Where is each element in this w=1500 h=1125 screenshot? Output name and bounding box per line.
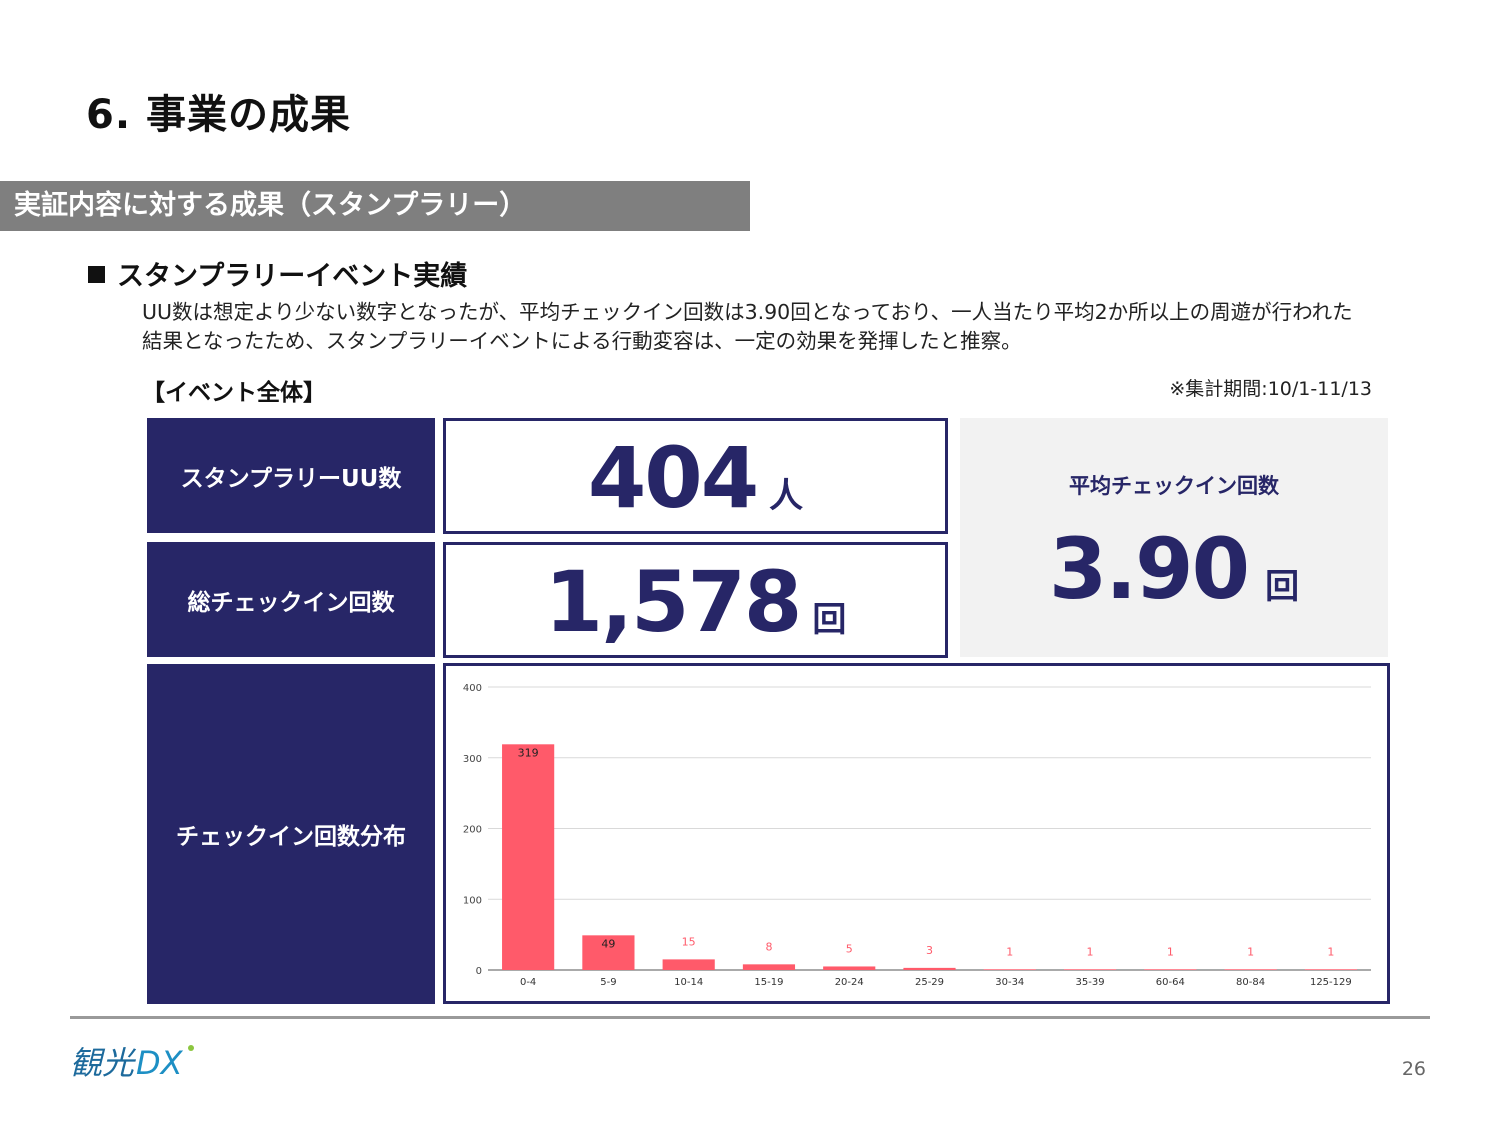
x-tick-label: 5-9 xyxy=(600,977,616,988)
data-label: 1 xyxy=(1327,945,1334,958)
uu-value-box: 404 人 xyxy=(443,418,948,534)
x-tick-label: 80-84 xyxy=(1236,977,1265,988)
page-number: 26 xyxy=(1401,1058,1426,1080)
bar xyxy=(1304,969,1357,970)
data-label: 15 xyxy=(682,935,696,948)
uu-label: スタンプラリーUU数 xyxy=(147,418,435,533)
y-tick-label: 300 xyxy=(463,754,482,765)
y-tick-label: 200 xyxy=(463,825,482,836)
x-tick-label: 10-14 xyxy=(674,977,703,988)
footer-divider xyxy=(70,1016,1430,1019)
x-tick-label: 20-24 xyxy=(835,977,864,988)
bar xyxy=(1144,969,1197,970)
bar xyxy=(823,966,876,970)
description-text: UU数は想定より少ない数字となったが、平均チェックイン回数は3.90回となってお… xyxy=(142,300,1353,353)
bar xyxy=(502,744,555,970)
subheading-text: スタンプラリーイベント実績 xyxy=(117,261,468,292)
average-unit: 回 xyxy=(1265,567,1300,607)
square-bullet-icon xyxy=(88,266,105,283)
event-label: 【イベント全体】 xyxy=(142,380,326,406)
x-tick-label: 35-39 xyxy=(1076,977,1105,988)
x-tick-label: 60-64 xyxy=(1156,977,1185,988)
x-tick-label: 125-129 xyxy=(1310,977,1352,988)
uu-value: 404 xyxy=(587,429,759,527)
subheading: スタンプラリーイベント実績 xyxy=(88,254,467,293)
data-label: 1 xyxy=(1167,945,1174,958)
data-label: 1 xyxy=(1247,945,1254,958)
average-label: 平均チェックイン回数 xyxy=(1069,474,1279,498)
x-tick-label: 0-4 xyxy=(520,977,536,988)
bar xyxy=(1063,969,1117,970)
kanko-dx-logo: 観光 DX xyxy=(70,1040,200,1088)
checkins-value: 1,578 xyxy=(544,553,803,651)
bar xyxy=(1224,969,1277,970)
svg-text:観光: 観光 xyxy=(70,1044,137,1082)
y-tick-label: 0 xyxy=(476,966,482,977)
uu-unit: 人 xyxy=(769,476,804,516)
bar xyxy=(742,964,796,970)
logo-icon: 観光 DX xyxy=(70,1044,194,1082)
page-title: 6. 事業の成果 xyxy=(86,92,351,138)
period-note: ※集計期間:10/1-11/13 xyxy=(1169,378,1372,400)
x-tick-label: 25-29 xyxy=(915,977,944,988)
section-header: 実証内容に対する成果（スタンプラリー） xyxy=(0,181,750,231)
checkins-value-box: 1,578 回 xyxy=(443,542,948,658)
data-label: 49 xyxy=(601,937,615,950)
y-tick-label: 100 xyxy=(463,895,482,906)
bar-chart: 0 100 200 300 400 319 0-4 49 5-9 15 10-14 8 15-19 5 20… xyxy=(463,683,1371,988)
bar xyxy=(582,935,635,970)
data-label: 3 xyxy=(926,944,933,957)
distribution-label: チェックイン回数分布 xyxy=(147,664,435,1004)
bar xyxy=(903,967,956,970)
data-label: 5 xyxy=(846,942,853,955)
checkins-unit: 回 xyxy=(812,600,847,640)
svg-text:DX: DX xyxy=(136,1044,184,1082)
bar xyxy=(983,969,1036,970)
x-tick-label: 15-19 xyxy=(754,977,783,988)
average-box: 平均チェックイン回数 3.90 回 xyxy=(960,418,1388,657)
y-tick-label: 400 xyxy=(463,683,482,694)
bar xyxy=(662,959,715,970)
average-value-wrap: 3.90 回 xyxy=(960,520,1388,618)
data-label: 319 xyxy=(518,746,539,759)
x-tick-label: 30-34 xyxy=(995,977,1024,988)
distribution-chart: 0 100 200 300 400 319 0-4 49 5-9 15 10-14 8 15-19 5 20… xyxy=(443,663,1390,1004)
data-label: 1 xyxy=(1087,945,1094,958)
average-value: 3.90 xyxy=(1048,520,1250,618)
checkins-label: 総チェックイン回数 xyxy=(147,542,435,657)
data-label: 8 xyxy=(765,940,772,953)
data-label: 1 xyxy=(1006,945,1013,958)
